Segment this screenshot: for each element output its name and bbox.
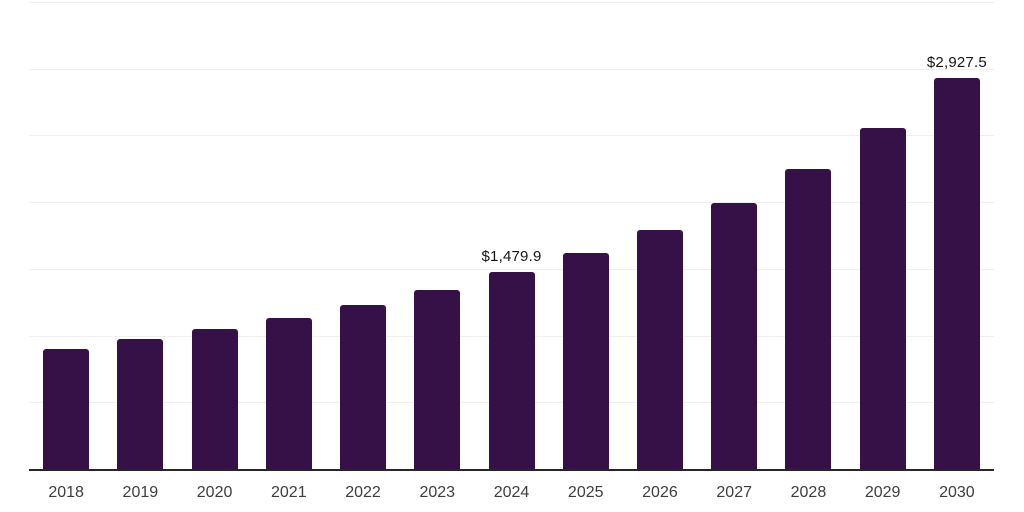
x-tick-label-2021: 2021 [271,484,307,501]
x-tick-label-2018: 2018 [48,484,84,501]
bar-2029 [859,128,906,469]
x-tick-label-2030: 2030 [939,484,975,501]
x-tick-label-2024: 2024 [493,484,530,501]
bar-2019 [117,339,164,469]
bar-2018 [43,349,90,469]
bar-2025 [562,252,609,469]
bar-2028 [785,169,832,469]
gridline [29,69,994,70]
bar-2030 [933,78,980,469]
x-tick-label-2028: 2028 [790,484,827,501]
bar-2021 [265,317,312,469]
gridline [29,269,994,270]
x-tick-label-2027: 2027 [716,484,752,501]
x-axis: 2018 2019 2020 2021 2022 2023 2024 2025 2026 2027… [29,483,994,503]
x-tick-label-2019: 2019 [122,484,159,501]
x-tick-label-2026: 2026 [642,484,678,501]
bar-2023 [414,289,461,469]
x-tick-label-2020: 2020 [196,484,233,501]
x-tick-label-2025: 2025 [567,484,604,501]
bar-2022 [340,304,387,469]
bar-value-label-2030: $2,927.5 [926,54,987,72]
bar-2020 [191,329,238,469]
bar-value-label-2024: $1,479.9 [481,247,542,265]
plot-area: $1,479.9 $2,927.5 [29,2,994,471]
gridline [29,135,994,136]
bar-2024 [488,271,535,469]
bar-2026 [636,229,683,469]
gridline [29,202,994,203]
x-tick-label-2023: 2023 [419,484,456,501]
gridline [29,2,994,3]
bar-2027 [711,202,758,469]
x-tick-label-2022: 2022 [345,484,381,501]
x-tick-label-2029: 2029 [864,484,901,501]
